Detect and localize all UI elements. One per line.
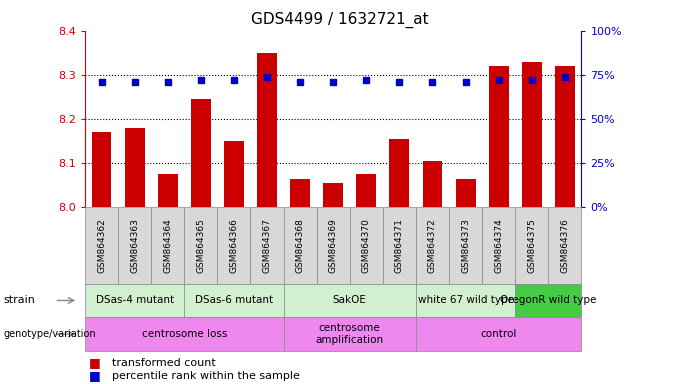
Bar xyxy=(356,174,376,207)
Bar xyxy=(257,53,277,207)
Text: strain: strain xyxy=(3,295,35,306)
Text: percentile rank within the sample: percentile rank within the sample xyxy=(112,371,300,381)
Text: SakOE: SakOE xyxy=(333,295,367,306)
Bar xyxy=(522,62,542,207)
Bar xyxy=(323,183,343,207)
Text: ■: ■ xyxy=(88,356,100,369)
Text: genotype/variation: genotype/variation xyxy=(3,329,96,339)
Text: DSas-6 mutant: DSas-6 mutant xyxy=(195,295,273,306)
Bar xyxy=(224,141,244,207)
Bar xyxy=(489,66,509,207)
Bar xyxy=(555,66,575,207)
Text: GSM864367: GSM864367 xyxy=(262,218,271,273)
Text: GSM864372: GSM864372 xyxy=(428,218,437,273)
Text: ■: ■ xyxy=(88,369,100,382)
Text: DSas-4 mutant: DSas-4 mutant xyxy=(96,295,173,306)
Text: GSM864375: GSM864375 xyxy=(527,218,537,273)
Text: GSM864370: GSM864370 xyxy=(362,218,371,273)
Bar xyxy=(124,128,145,207)
Text: OregonR wild type: OregonR wild type xyxy=(500,295,596,306)
Bar xyxy=(158,174,177,207)
Bar xyxy=(422,161,443,207)
Text: centrosome loss: centrosome loss xyxy=(141,329,227,339)
Text: transformed count: transformed count xyxy=(112,358,216,368)
Text: centrosome
amplification: centrosome amplification xyxy=(316,323,384,345)
Text: control: control xyxy=(481,329,517,339)
Bar xyxy=(290,179,310,207)
Text: GSM864362: GSM864362 xyxy=(97,218,106,273)
Text: white 67 wild type: white 67 wild type xyxy=(418,295,513,306)
Text: GSM864365: GSM864365 xyxy=(197,218,205,273)
Text: GSM864363: GSM864363 xyxy=(130,218,139,273)
Text: GSM864374: GSM864374 xyxy=(494,218,503,273)
Text: GSM864366: GSM864366 xyxy=(229,218,239,273)
Text: GSM864376: GSM864376 xyxy=(560,218,569,273)
Text: GSM864364: GSM864364 xyxy=(163,218,172,273)
Text: GSM864368: GSM864368 xyxy=(296,218,305,273)
Text: GSM864373: GSM864373 xyxy=(461,218,470,273)
Text: GDS4499 / 1632721_at: GDS4499 / 1632721_at xyxy=(251,12,429,28)
Bar xyxy=(92,132,112,207)
Text: GSM864369: GSM864369 xyxy=(328,218,338,273)
Bar xyxy=(390,139,409,207)
Bar xyxy=(456,179,475,207)
Text: GSM864371: GSM864371 xyxy=(395,218,404,273)
Bar xyxy=(191,99,211,207)
